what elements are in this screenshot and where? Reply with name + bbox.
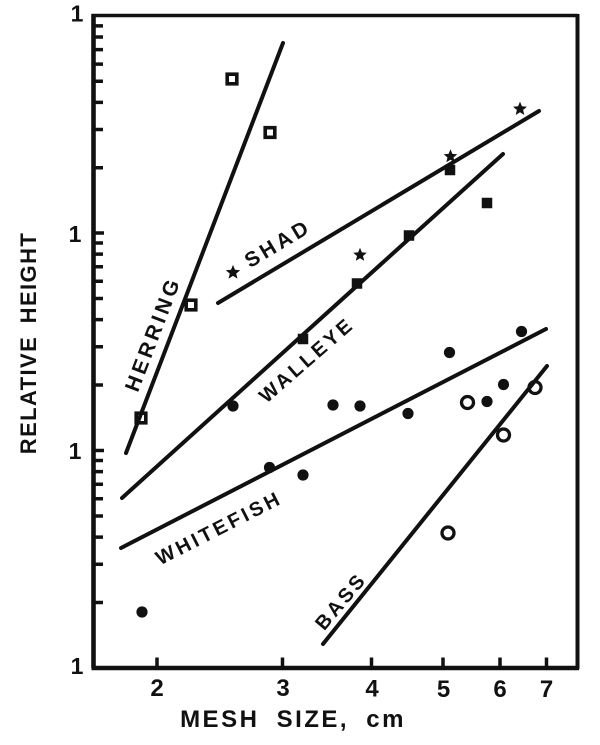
svg-text:2: 2 [150, 675, 163, 702]
svg-text:3: 3 [276, 675, 289, 702]
svg-text:1: 1 [69, 221, 82, 247]
svg-text:7: 7 [540, 676, 553, 703]
svg-text:MESH SIZE, cm: MESH SIZE, cm [180, 706, 406, 733]
svg-text:RELATIVE HEIGHT: RELATIVE HEIGHT [16, 232, 41, 454]
svg-text:1: 1 [71, 653, 84, 679]
svg-text:1: 1 [69, 438, 82, 464]
svg-text:1: 1 [71, 1, 84, 27]
svg-text:6: 6 [493, 676, 506, 703]
svg-text:4: 4 [365, 676, 379, 703]
svg-text:5: 5 [437, 676, 450, 703]
